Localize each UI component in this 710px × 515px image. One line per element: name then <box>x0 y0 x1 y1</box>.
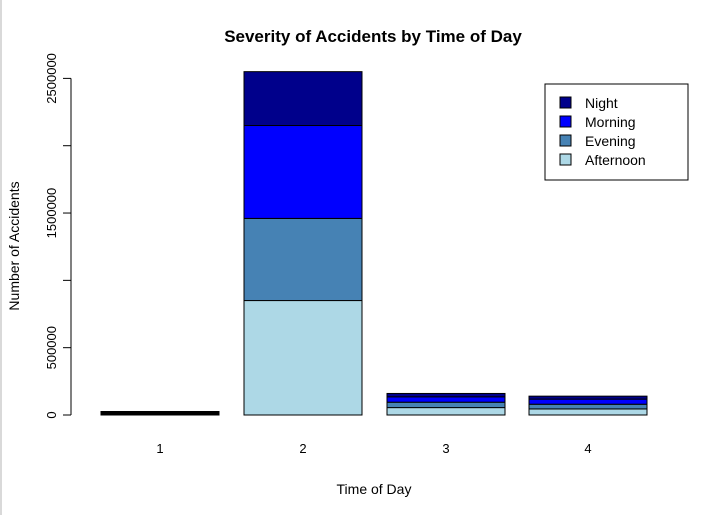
legend-swatch-night <box>559 96 572 109</box>
bar-2-afternoon <box>243 300 363 416</box>
bar-3-evening <box>386 401 506 409</box>
bar-4-morning <box>528 398 648 405</box>
y-tick-label: 0 <box>44 411 59 418</box>
left-edge-line <box>0 0 2 515</box>
x-tick-label: 3 <box>442 441 449 456</box>
legend-label-morning: Morning <box>585 114 636 130</box>
x-tick-label: 4 <box>584 441 591 456</box>
bar-1-night <box>100 410 220 413</box>
y-tick-label: 1500000 <box>44 188 59 239</box>
bar-3-morning <box>386 396 506 403</box>
bars-group <box>100 71 648 416</box>
y-tick-label: 2500000 <box>44 53 59 104</box>
legend-swatch-afternoon <box>559 153 572 166</box>
legend-swatch-morning <box>559 115 572 128</box>
legend-label-night: Night <box>585 95 618 111</box>
y-axis: 0 500000 1500000 2500000 <box>44 53 72 419</box>
x-tick-label: 1 <box>156 441 163 456</box>
legend: Night Morning Evening Afternoon <box>544 83 689 181</box>
x-axis-label: Time of Day <box>337 481 412 497</box>
bar-2-night <box>243 71 363 127</box>
legend-swatch-evening <box>559 134 572 147</box>
bar-4-evening <box>528 403 648 410</box>
bar-2-evening <box>243 217 363 302</box>
x-axis-ticks: 1 2 3 4 <box>156 441 591 456</box>
x-tick-label: 2 <box>299 441 306 456</box>
chart-title: Severity of Accidents by Time of Day <box>224 27 522 46</box>
bar-3-night <box>386 392 506 398</box>
y-axis-label: Number of Accidents <box>6 181 22 310</box>
bar-4-afternoon <box>528 408 648 416</box>
bar-3-afternoon <box>386 407 506 416</box>
y-tick-label: 500000 <box>44 326 59 369</box>
bar-4-night <box>528 395 648 400</box>
bar-2-morning <box>243 125 363 219</box>
legend-label-evening: Evening <box>585 133 636 149</box>
legend-label-afternoon: Afternoon <box>585 152 646 168</box>
